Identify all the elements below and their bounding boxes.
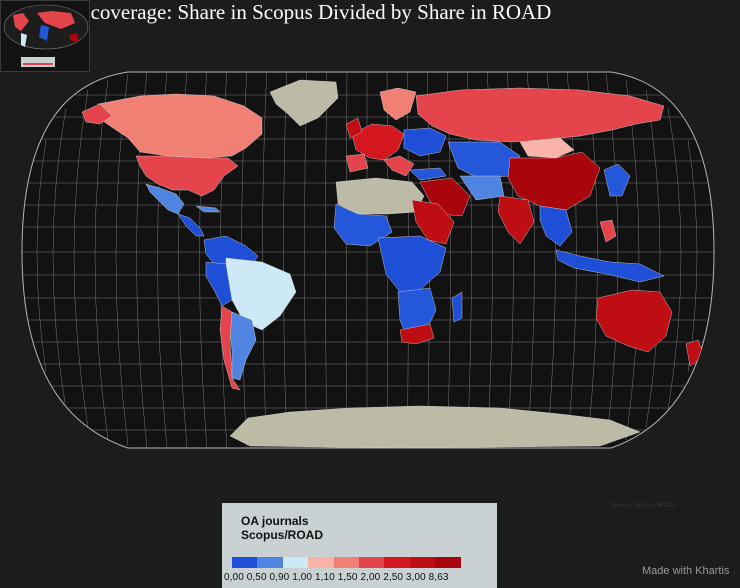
country-argentina [229, 311, 257, 381]
region-central-africa [377, 235, 447, 293]
legend-swatch-3 [282, 557, 309, 568]
country-canada [95, 93, 263, 159]
region-eastern-europe [403, 127, 447, 157]
legend-swatch-2 [257, 557, 283, 568]
legend-swatch-7 [384, 557, 410, 568]
region-antarctica [229, 405, 641, 448]
country-turkey [409, 167, 447, 181]
map-title: als coverage: Share in Scopus Divided by… [62, 0, 552, 24]
region-east-africa [411, 199, 455, 245]
country-usa [135, 155, 239, 197]
country-usa-alaska [81, 103, 113, 125]
region-indonesia [555, 249, 665, 283]
legend-title: OA journals Scopus/ROAD [241, 514, 323, 542]
country-mongolia [519, 137, 575, 159]
country-iran-pakistan [459, 175, 505, 201]
country-philippines [599, 219, 617, 243]
country-australia [595, 289, 673, 353]
country-russia [415, 87, 665, 143]
country-china [507, 151, 601, 211]
landmasses [81, 79, 705, 448]
source-note: Source: Scopus, ROAD [612, 503, 676, 509]
legend-tick-labels: 0,00 0,50 0,90 1,00 1,10 1,50 2,00 2,50 … [224, 572, 449, 583]
legend-swatch-8 [409, 557, 436, 568]
legend-title-line1: OA journals [241, 514, 309, 528]
region-central-america [177, 213, 205, 237]
world-map[interactable] [0, 0, 740, 500]
made-with-credit[interactable]: Made with Khartis [642, 565, 730, 577]
region-middle-east [419, 177, 471, 217]
legend-swatch-6 [358, 557, 385, 568]
country-chile [219, 305, 241, 391]
country-iberia [345, 153, 369, 173]
map-legend: OA journals Scopus/ROAD 0,00 0,50 0,90 1… [222, 503, 497, 588]
region-caribbean [195, 205, 221, 213]
region-southeast-asia [539, 205, 573, 247]
country-india [497, 195, 535, 245]
country-korea-japan [603, 163, 631, 197]
legend-swatch-9 [435, 557, 461, 568]
legend-swatches [232, 557, 461, 568]
region-north-africa [335, 177, 425, 215]
country-madagascar [451, 291, 463, 323]
region-europe-west [351, 123, 405, 161]
legend-swatch-1 [232, 557, 258, 568]
thumbnail-map [3, 4, 89, 67]
country-uk [345, 117, 363, 139]
map-thumbnail[interactable] [0, 0, 90, 72]
region-scandinavia [379, 87, 417, 121]
legend-title-line2: Scopus/ROAD [241, 528, 324, 542]
legend-swatch-5 [333, 557, 359, 568]
legend-swatch-4 [308, 557, 334, 568]
country-south-africa [399, 323, 435, 345]
country-greenland [269, 79, 339, 127]
